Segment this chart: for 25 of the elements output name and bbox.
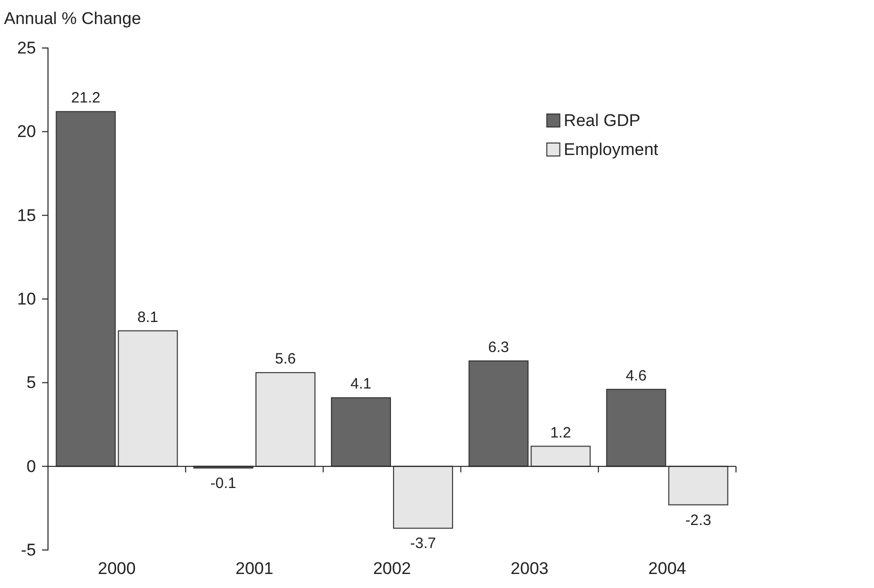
x-tick-label: 2001: [235, 559, 274, 578]
x-tick-label: 2000: [98, 559, 136, 578]
legend-label: Real GDP: [564, 111, 640, 130]
y-tick-label: 20: [17, 122, 36, 142]
data-label: 21.2: [71, 90, 100, 107]
y-tick-label: 15: [17, 206, 36, 225]
x-tick-label: 2004: [648, 559, 686, 578]
y-axis-title: Annual % Change: [4, 9, 142, 28]
data-label: 4.6: [626, 367, 647, 384]
y-tick-label: 25: [17, 38, 36, 58]
data-label: -0.1: [210, 475, 236, 492]
x-tick-label: 2002: [373, 559, 411, 578]
x-tick-label: 2003: [510, 559, 549, 578]
y-tick-label: 10: [17, 289, 36, 308]
data-label: 6.3: [488, 338, 509, 356]
data-label: 4.1: [350, 376, 372, 393]
data-label: 1.2: [550, 424, 572, 442]
legend-label: Employment: [564, 140, 659, 159]
data-label: 5.6: [275, 350, 296, 368]
data-label: 8.1: [137, 308, 158, 326]
data-label: -2.3: [685, 512, 712, 529]
y-tick-label: -5: [20, 540, 36, 560]
y-tick-label: 5: [26, 373, 36, 392]
y-tick-label: 0: [26, 456, 36, 476]
data-label: -3.7: [410, 535, 436, 552]
